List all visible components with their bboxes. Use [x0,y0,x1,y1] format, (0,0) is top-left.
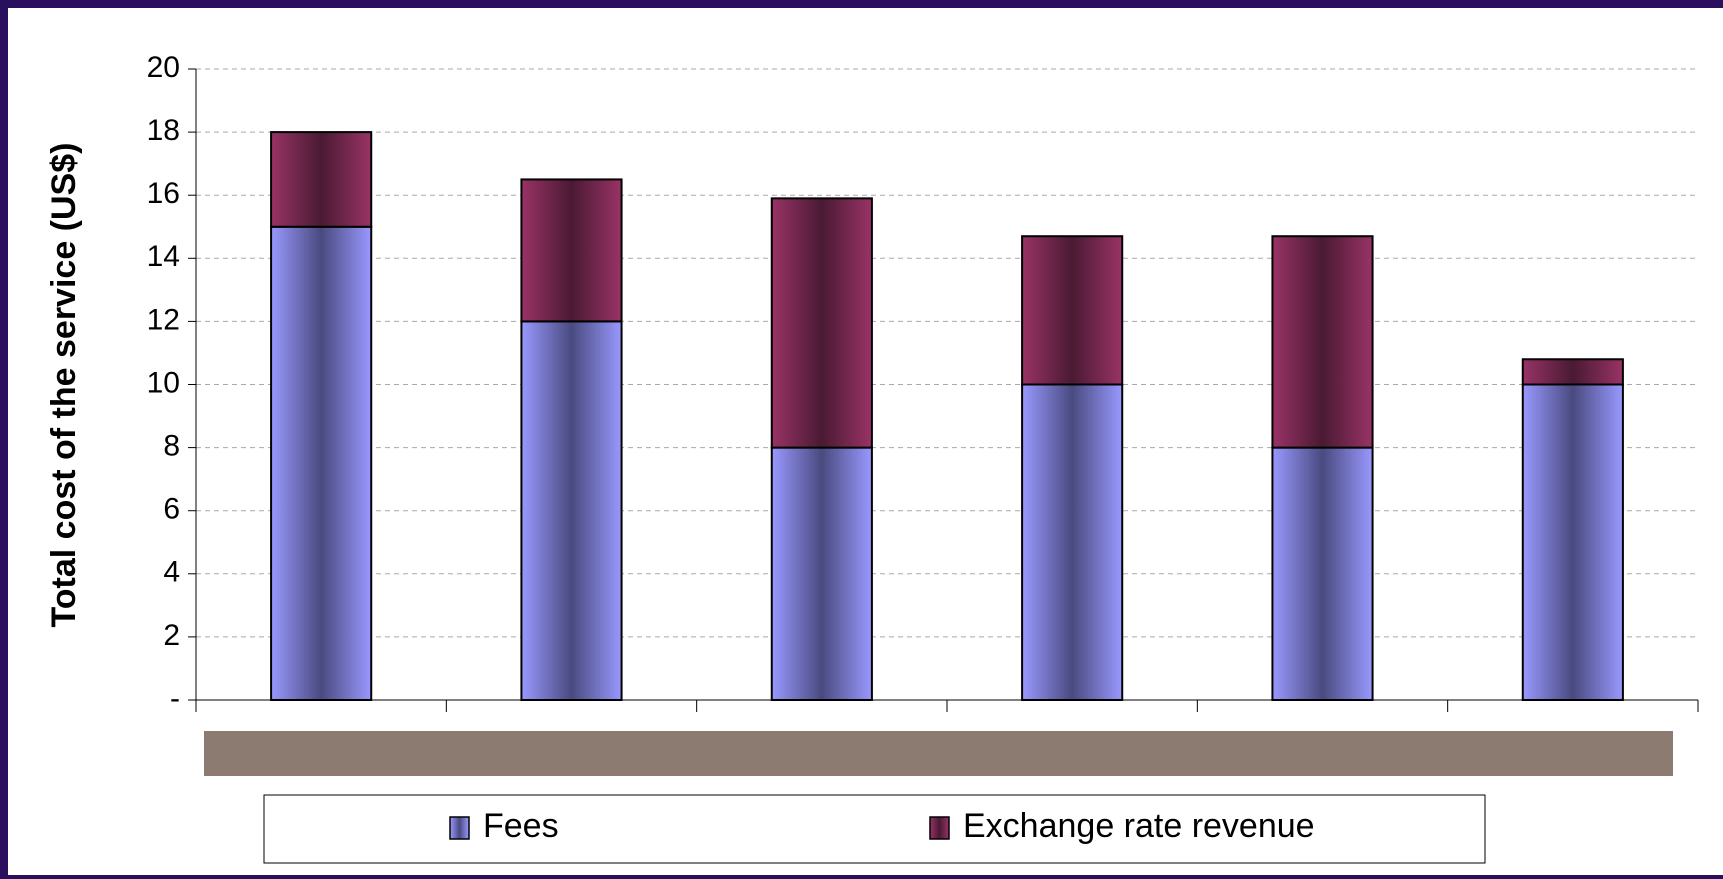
bar-segment [1271,446,1374,701]
y-tick-label: 4 [163,556,180,589]
bar-segment [1021,383,1124,701]
legend-swatch [929,816,950,840]
y-tick-label: 12 [147,303,180,336]
bar-segment [520,178,623,323]
bar-segment [270,225,373,701]
y-tick-label: 16 [147,177,180,210]
y-tick-label: - [170,682,180,715]
y-tick-label: 20 [147,51,180,84]
bar-segment [770,197,873,449]
bar-segment [1521,383,1624,701]
legend-swatch [449,816,470,840]
legend-label: Fees [483,807,559,845]
y-axis-label: Total cost of the service (US$) [45,143,83,628]
y-tick-label: 6 [163,493,180,526]
y-tick-label: 10 [147,366,180,399]
bar-segment [1271,235,1374,449]
bar-segment [1021,235,1124,386]
y-tick-label: 18 [147,114,180,147]
bar-segment [1521,358,1624,386]
bar-segment [520,320,623,701]
legend-label: Exchange rate revenue [963,807,1315,845]
y-tick-label: 14 [147,240,180,273]
y-tick-label: 8 [163,430,180,463]
y-tick-label: 2 [163,619,180,652]
bar-segment [270,131,373,228]
bar-segment [770,446,873,701]
category-band [204,731,1673,776]
